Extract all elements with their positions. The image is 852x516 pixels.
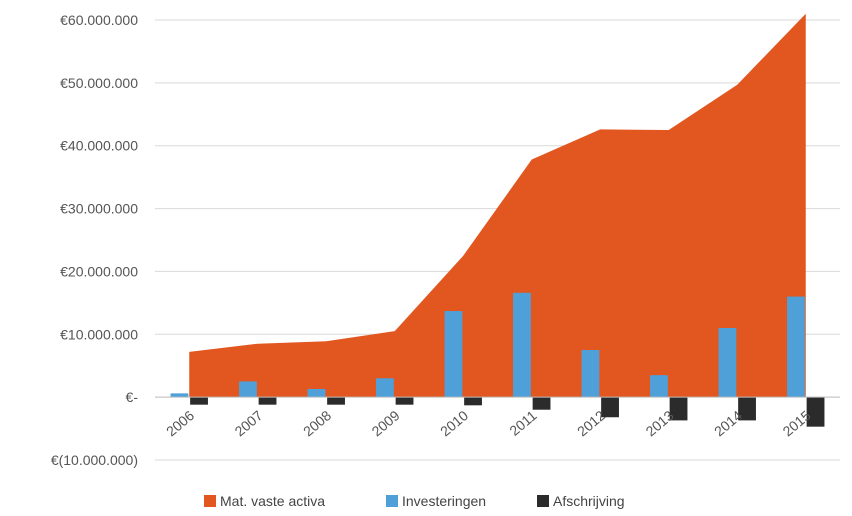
- bar-investeringen: [581, 350, 600, 398]
- bar-afschrijving: [190, 397, 208, 405]
- bar-afschrijving: [601, 397, 619, 418]
- bar-afschrijving: [669, 397, 688, 421]
- y-tick-label: €30.000.000: [60, 201, 138, 217]
- y-tick-label: €20.000.000: [60, 263, 138, 279]
- legend: Mat. vaste activa Investeringen Afschrijvi…: [204, 493, 625, 509]
- legend-swatch: [204, 495, 216, 507]
- bar-afschrijving: [738, 397, 756, 421]
- y-tick-label: €(10.000.000): [51, 452, 138, 468]
- legend-label: Investeringen: [402, 493, 486, 509]
- bar-afschrijving: [806, 397, 825, 427]
- y-tick-label: €40.000.000: [60, 138, 138, 154]
- bar-investeringen: [650, 375, 668, 398]
- x-tick-label: 2007: [232, 407, 266, 439]
- y-tick-label: €60.000.000: [60, 12, 138, 28]
- x-tick-label: 2010: [437, 407, 471, 439]
- legend-swatch: [386, 495, 398, 507]
- bar-afschrijving: [464, 397, 482, 406]
- plot-area: [155, 13, 840, 427]
- bar-investeringen: [239, 381, 257, 398]
- x-tick-label: 2009: [369, 407, 403, 439]
- bar-investeringen: [718, 328, 737, 398]
- legend-swatch: [537, 495, 549, 507]
- bar-investeringen: [376, 378, 394, 398]
- area-series-mat-vaste-activa: [189, 13, 806, 398]
- y-axis: €60.000.000 €50.000.000 €40.000.000 €30.000…: [51, 12, 139, 468]
- x-tick-label: 2008: [300, 407, 334, 439]
- bar-afschrijving: [532, 397, 551, 410]
- bar-investeringen: [307, 388, 326, 398]
- bar-afschrijving: [395, 397, 414, 405]
- legend-label: Afschrijving: [553, 493, 625, 509]
- bar-investeringen: [170, 393, 189, 398]
- x-tick-label: 2011: [506, 407, 540, 439]
- x-tick-label: 2006: [163, 407, 197, 439]
- bar-investeringen: [513, 292, 531, 398]
- bar-investeringen: [787, 296, 805, 398]
- x-axis: 2006 2007 2008 2009 2010 2011 2012 2013 2014 2015: [163, 407, 814, 439]
- y-tick-label: €-: [126, 389, 139, 405]
- bar-afschrijving: [258, 397, 277, 405]
- bar-investeringen: [444, 311, 463, 398]
- legend-label: Mat. vaste activa: [220, 493, 325, 509]
- bar-afschrijving: [327, 397, 345, 405]
- y-tick-label: €50.000.000: [60, 75, 138, 91]
- y-tick-label: €10.000.000: [60, 326, 138, 342]
